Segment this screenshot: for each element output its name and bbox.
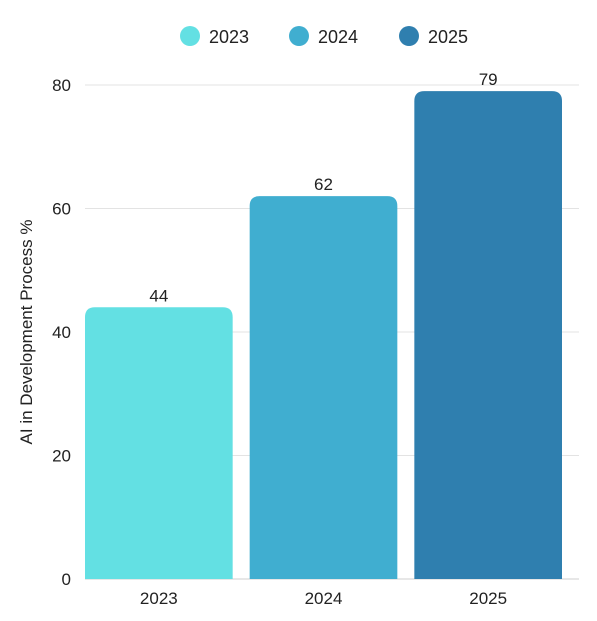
legend-swatch — [399, 26, 419, 46]
legend-swatch — [180, 26, 200, 46]
y-axis-title: AI in Development Process % — [17, 220, 36, 445]
data-labels: 44 62 79 — [149, 70, 497, 305]
bar-2023 — [85, 307, 233, 579]
bars — [85, 91, 562, 580]
data-label-2024: 62 — [314, 175, 333, 194]
x-axis-ticks: 2023 2024 2025 — [140, 589, 507, 608]
y-axis-ticks: 0 20 40 60 80 — [52, 76, 71, 589]
bar-2025 — [414, 91, 562, 580]
y-tick-label: 0 — [62, 570, 71, 589]
legend-item-2024: 2024 — [289, 26, 358, 47]
legend-item-2023: 2023 — [180, 26, 249, 47]
bar-2024 — [249, 196, 398, 579]
y-tick-label: 40 — [52, 323, 71, 342]
legend: 2023 2024 2025 — [180, 26, 468, 47]
data-label-2023: 44 — [149, 286, 168, 305]
y-tick-label: 80 — [52, 76, 71, 95]
y-tick-label: 60 — [52, 200, 71, 219]
legend-label: 2024 — [318, 27, 358, 47]
legend-swatch — [289, 26, 309, 46]
legend-label: 2023 — [209, 27, 249, 47]
y-tick-label: 20 — [52, 447, 71, 466]
legend-item-2025: 2025 — [399, 26, 468, 47]
x-tick-label: 2023 — [140, 589, 178, 608]
x-tick-label: 2024 — [305, 589, 343, 608]
legend-label: 2025 — [428, 27, 468, 47]
data-label-2025: 79 — [479, 70, 498, 89]
x-tick-label: 2025 — [469, 589, 507, 608]
